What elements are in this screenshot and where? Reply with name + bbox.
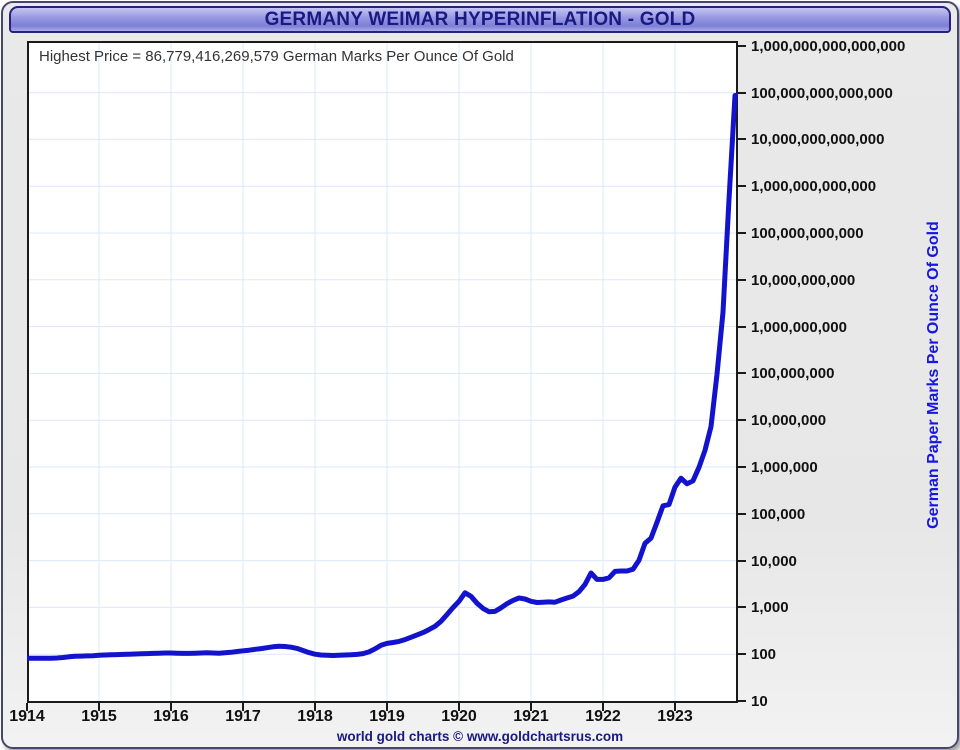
x-tick-label: 1920 <box>441 708 477 725</box>
footer-credit: world gold charts © www.goldchartsrus.co… <box>336 729 624 744</box>
x-tick-mark <box>26 703 28 711</box>
y-tick-mark <box>738 512 746 515</box>
y-tick-label: 10,000,000,000 <box>751 271 856 289</box>
x-tick-label: 1917 <box>225 708 261 725</box>
annotation-highest-price: Highest Price = 86,779,416,269,579 Germa… <box>39 48 514 65</box>
x-tick-label: 1914 <box>9 708 45 725</box>
x-tick-label: 1923 <box>657 708 693 725</box>
y-tick-mark <box>738 232 746 234</box>
y-axis-title: German Paper Marks Per Ounce Of Gold <box>925 221 942 529</box>
y-tick-label: 100,000,000,000 <box>751 225 864 242</box>
y-tick-label: 10,000,000,000,000 <box>751 131 885 149</box>
y-tick-mark <box>738 278 746 281</box>
x-tick-label: 1922 <box>585 708 621 725</box>
y-tick-mark <box>738 325 746 328</box>
chart-title: GERMANY WEIMAR HYPERINFLATION - GOLD <box>264 9 696 30</box>
x-tick-label: 1921 <box>513 708 549 725</box>
x-tick-label: 1918 <box>297 708 333 725</box>
y-tick-mark <box>738 44 746 47</box>
y-tick-mark <box>738 466 746 468</box>
y-tick-mark <box>738 419 746 422</box>
x-tick-label: 1919 <box>369 708 405 725</box>
x-tick-mark <box>602 703 604 711</box>
y-tick-label: 100 <box>751 646 777 664</box>
x-tick-mark <box>458 703 460 711</box>
plot-frame <box>27 41 738 703</box>
y-tick-label: 1,000,000,000 <box>751 318 847 336</box>
x-tick-mark <box>530 703 532 711</box>
x-tick-mark <box>386 703 388 711</box>
y-tick-mark <box>738 606 746 609</box>
y-tick-label: 100,000,000 <box>751 365 835 383</box>
title-bar: GERMANY WEIMAR HYPERINFLATION - GOLD <box>9 6 951 33</box>
x-tick-mark <box>98 703 100 711</box>
y-tick-mark <box>738 91 746 94</box>
y-tick-label: 10 <box>751 693 768 710</box>
y-tick-label: 10,000,000 <box>751 412 827 430</box>
plot-area: Highest Price = 86,779,416,269,579 Germa… <box>27 41 738 703</box>
y-tick-label: 100,000 <box>751 505 806 523</box>
y-tick-mark <box>738 653 746 656</box>
x-tick-label: 1916 <box>153 708 189 725</box>
y-tick-mark <box>738 372 746 375</box>
y-tick-label: 1,000,000,000,000 <box>751 178 877 196</box>
gridlines <box>29 43 736 701</box>
y-tick-label: 1,000,000,000,000,000 <box>751 37 906 55</box>
y-tick-label: 1,000 <box>751 599 789 617</box>
x-tick-mark <box>674 703 676 711</box>
data-line-gold-price <box>27 93 738 661</box>
y-tick-mark <box>738 559 746 562</box>
x-tick-label: 1915 <box>81 708 117 725</box>
x-tick-mark <box>242 703 244 711</box>
x-tick-mark <box>314 703 316 711</box>
y-tick-mark <box>738 700 746 702</box>
y-tick-label: 1,000,000 <box>751 459 818 476</box>
y-tick-label: 10,000 <box>751 552 797 570</box>
y-tick-mark <box>738 185 746 188</box>
y-tick-label: 100,000,000,000,000 <box>751 84 893 102</box>
x-tick-mark <box>170 703 172 711</box>
chart-canvas <box>27 41 738 703</box>
y-tick-mark <box>738 138 746 141</box>
